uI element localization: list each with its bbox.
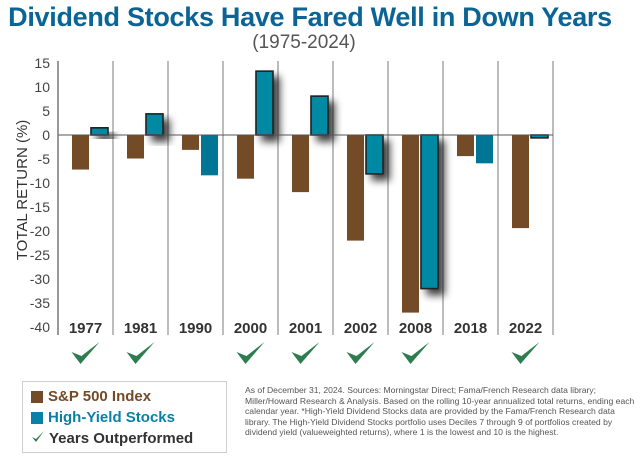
y-tick-label: 0 (42, 127, 50, 143)
outperformed-check-icon (511, 342, 540, 364)
y-tick-label: -25 (30, 247, 50, 263)
bar-sp500-2008 (402, 135, 419, 313)
x-tick-label: 2001 (289, 320, 322, 337)
legend-label-sp500: S&P 500 Index (48, 388, 152, 405)
y-tick-label: 15 (34, 55, 50, 71)
bar-high-yield-1981 (145, 113, 164, 136)
bar-sp500-2001 (292, 135, 309, 193)
bar-sp500-1981 (127, 135, 144, 159)
y-tick-label: 10 (34, 79, 50, 95)
y-tick-label: 5 (42, 103, 50, 119)
outperformed-check-icon (346, 342, 375, 364)
legend-item-high-yield: High-Yield Stocks (31, 407, 226, 428)
y-tick-label: -15 (30, 199, 50, 215)
y-tick-label: -35 (30, 295, 50, 311)
high-yield-swatch-icon (31, 411, 43, 424)
x-tick-label: 1981 (124, 320, 157, 337)
x-tick-label: 2018 (454, 320, 487, 337)
bar-high-yield-1977 (90, 127, 109, 136)
x-tick-label: 1990 (179, 320, 212, 337)
x-tick-label: 2000 (234, 320, 267, 337)
outperformed-check-icon (126, 342, 155, 364)
check-icon (31, 430, 45, 448)
bar-high-yield-2001 (310, 95, 329, 136)
y-tick-label: -30 (30, 271, 50, 287)
legend: S&P 500 Index High-Yield Stocks Years Ou… (22, 381, 227, 453)
y-tick-label: -20 (30, 223, 50, 239)
x-tick-label: 2008 (399, 320, 432, 337)
bar-sp500-2002 (347, 135, 364, 241)
bar-sp500-1977 (72, 135, 89, 170)
bar-sp500-1990 (182, 135, 199, 150)
outperformed-check-icon (236, 342, 265, 364)
outperformed-check-icon (401, 342, 430, 364)
bar-high-yield-2002 (365, 134, 384, 175)
legend-item-outperformed: Years Outperformed (31, 428, 226, 449)
footnote: As of December 31, 2024. Sources: Mornin… (245, 385, 635, 438)
bar-high-yield-2000 (255, 70, 274, 136)
bar-high-yield-1990 (201, 135, 218, 176)
sp500-swatch-icon (31, 390, 43, 403)
bar-chart: TOTAL RETURN (%) 15 10 5 0 -5 -10 -15 -20 -25 -30… (14, 55, 554, 364)
chart-subtitle: (1975-2024) (252, 32, 356, 53)
legend-item-sp500: S&P 500 Index (31, 386, 226, 407)
x-tick-label: 1977 (69, 320, 102, 337)
y-axis-label: TOTAL RETURN (%) (14, 120, 31, 261)
outperformed-check-icon (71, 342, 100, 364)
bar-sp500-2018 (457, 135, 474, 157)
bar-high-yield-2008 (420, 134, 439, 290)
x-tick-label: 2002 (344, 320, 377, 337)
bar-high-yield-2018 (476, 135, 493, 164)
legend-label-outperformed: Years Outperformed (49, 430, 194, 447)
bar-sp500-2000 (237, 135, 254, 179)
chart-title: Dividend Stocks Have Fared Well in Down … (8, 2, 612, 32)
x-tick-label: 2022 (509, 320, 542, 337)
bar-sp500-2022 (512, 135, 529, 229)
y-tick-label: -10 (30, 175, 50, 191)
y-tick-label: -5 (38, 151, 51, 167)
legend-label-high-yield: High-Yield Stocks (48, 409, 175, 426)
y-tick-label: -40 (30, 319, 50, 335)
outperformed-check-icon (291, 342, 320, 364)
